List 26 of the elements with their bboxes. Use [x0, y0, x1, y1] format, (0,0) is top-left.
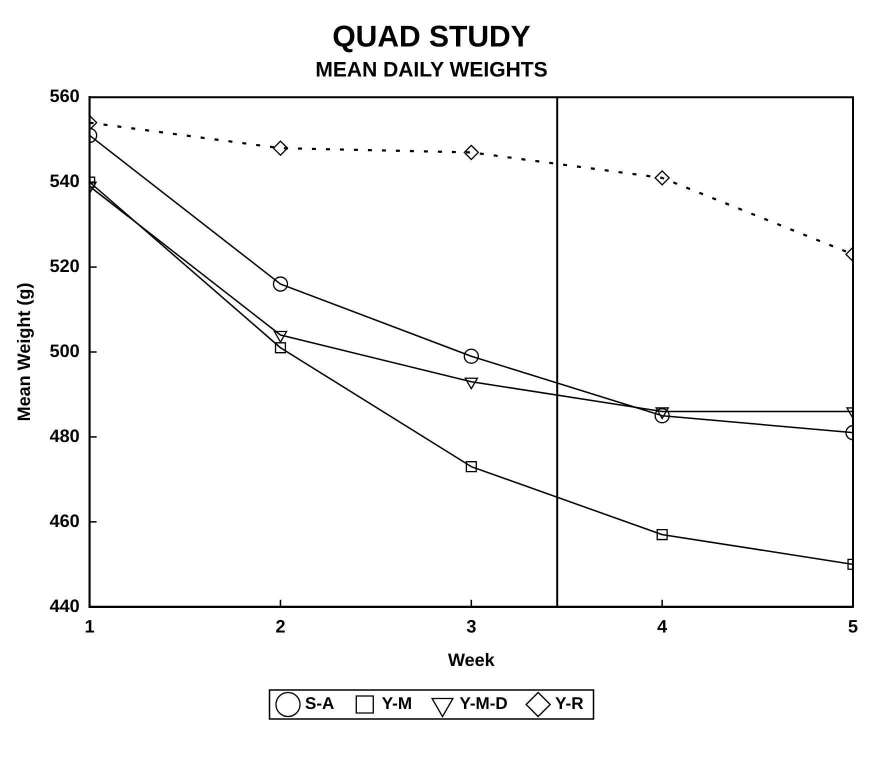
point	[464, 144, 479, 160]
y-tick-label: 520	[50, 256, 80, 276]
legend-label: Y-R	[555, 694, 584, 714]
x-tick-label: 4	[657, 616, 668, 637]
chart-subtitle: MEAN DAILY WEIGHTS	[315, 58, 548, 82]
x-tick-label: 5	[848, 616, 858, 637]
point	[272, 140, 288, 156]
point	[274, 342, 286, 354]
legend-label: Y-M	[382, 694, 412, 714]
x-axis-title: Week	[448, 650, 496, 670]
x-tick-label: 1	[84, 616, 95, 637]
point	[464, 348, 479, 364]
y-tick-label: 540	[50, 171, 80, 192]
y-axis-title: Mean Weight (g)	[14, 282, 34, 422]
point	[272, 276, 288, 292]
x-tick-label: 3	[466, 616, 476, 637]
chart-title: QUAD STUDY	[332, 20, 531, 54]
y-tick-label: 500	[50, 340, 80, 361]
y-tick-label: 460	[50, 510, 80, 531]
y-tick-label: 480	[50, 426, 80, 446]
legend-label: S-A	[305, 694, 334, 714]
y-tick-label: 560	[50, 86, 80, 106]
legend-label: Y-M-D	[460, 694, 508, 714]
y-tick-label: 440	[50, 596, 80, 616]
x-tick-label: 2	[275, 616, 286, 637]
point	[466, 461, 477, 472]
